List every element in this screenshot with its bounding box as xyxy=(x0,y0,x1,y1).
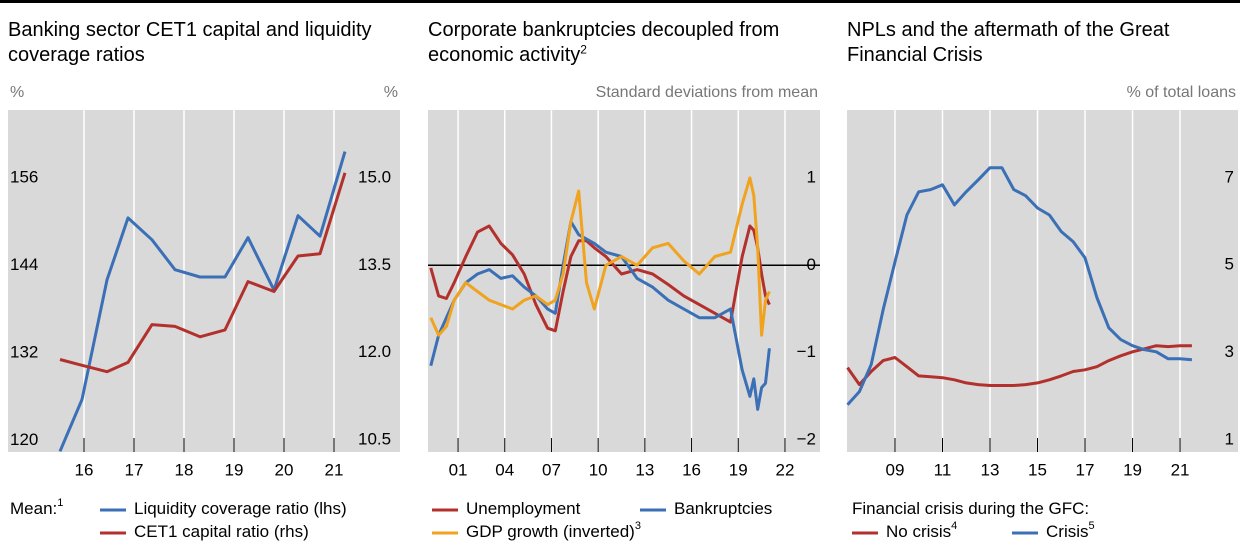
legend-label: Liquidity coverage ratio (lhs) xyxy=(134,499,347,518)
legend-title: Financial crisis during the GFC: xyxy=(852,499,1089,518)
legend-name: CET1 capital ratio (rhs) xyxy=(134,522,309,541)
legend-title: Mean:1 xyxy=(10,497,63,519)
legend-name: GDP growth (inverted) xyxy=(466,522,635,541)
x-tick-label: 19 xyxy=(225,460,244,479)
axis-unit: % of total loans xyxy=(1127,84,1236,101)
legend-label: Crisis5 xyxy=(1046,520,1095,542)
y-tick-label: −2 xyxy=(797,430,816,449)
x-tick-label: 18 xyxy=(175,460,194,479)
title-text: NPLs and the aftermath of the Great Fina… xyxy=(847,19,1170,66)
y2-tick-label: 13.5 xyxy=(358,255,391,274)
panel-title: Corporate bankruptcies decoupled from ec… xyxy=(428,18,818,68)
x-tick-label: 17 xyxy=(125,460,144,479)
panel-title: Banking sector CET1 capital and liquidit… xyxy=(8,18,398,68)
x-tick-label: 11 xyxy=(934,460,952,479)
series-line xyxy=(429,220,771,411)
footnote-marker: 3 xyxy=(635,520,641,532)
x-tick-label: 01 xyxy=(449,460,468,479)
x-tick-label: 22 xyxy=(776,460,795,479)
x-tick-label: 04 xyxy=(495,460,514,479)
footnote-marker: 2 xyxy=(580,42,587,57)
x-tick-label: 21 xyxy=(325,460,344,479)
title-text: Banking sector CET1 capital and liquidit… xyxy=(8,19,372,66)
series-line xyxy=(846,166,1193,406)
axis-unit: % xyxy=(10,84,24,101)
x-tick-label: 20 xyxy=(275,460,294,479)
x-tick-label: 13 xyxy=(635,460,654,479)
plot-area xyxy=(428,110,820,452)
legend-name: Bankruptcies xyxy=(674,499,772,518)
legend-title-text: Mean: xyxy=(10,499,57,518)
x-tick-label: 10 xyxy=(589,460,608,479)
y2-tick-label: 10.5 xyxy=(358,429,391,448)
y-tick-label: 7 xyxy=(1225,167,1234,186)
legend-label: GDP growth (inverted)3 xyxy=(466,520,641,542)
series-line xyxy=(846,344,1192,387)
x-tick-label: 09 xyxy=(886,460,905,479)
y-tick-label: 120 xyxy=(10,430,38,449)
series-line xyxy=(59,172,347,374)
footnote-marker: 1 xyxy=(57,497,63,509)
series-line xyxy=(58,151,347,452)
y-tick-label: 0 xyxy=(807,255,816,274)
legend-name: Unemployment xyxy=(466,499,581,518)
x-tick-label: 21 xyxy=(1171,460,1190,479)
x-tick-label: 16 xyxy=(75,460,94,479)
legend-title-text: Financial crisis during the GFC: xyxy=(852,499,1089,518)
footnote-marker: 4 xyxy=(951,520,957,532)
y2-tick-label: 12.0 xyxy=(358,342,391,361)
series-line xyxy=(429,176,771,337)
y-tick-label: 144 xyxy=(10,255,38,274)
y-tick-label: 1 xyxy=(1225,430,1234,449)
axis-unit: Standard deviations from mean xyxy=(596,84,818,101)
y-tick-label: 3 xyxy=(1225,342,1234,361)
legend-label: Bankruptcies xyxy=(674,499,772,518)
legend-name: No crisis xyxy=(886,522,951,541)
y-tick-label: 156 xyxy=(10,167,38,186)
x-tick-label: 17 xyxy=(1076,460,1095,479)
y-tick-label: 5 xyxy=(1225,255,1234,274)
legend-label: CET1 capital ratio (rhs) xyxy=(134,522,309,541)
panel-title: NPLs and the aftermath of the Great Fina… xyxy=(847,18,1237,68)
x-tick-label: 19 xyxy=(1123,460,1142,479)
x-tick-label: 13 xyxy=(981,460,1000,479)
legend-label: No crisis4 xyxy=(886,520,957,542)
series-line xyxy=(429,224,771,333)
footnote-marker: 5 xyxy=(1089,520,1095,532)
x-tick-label: 15 xyxy=(1028,460,1047,479)
plot-area xyxy=(847,110,1238,452)
x-tick-label: 16 xyxy=(682,460,701,479)
title-text: Corporate bankruptcies decoupled from ec… xyxy=(428,19,780,66)
x-tick-label: 07 xyxy=(542,460,561,479)
y-tick-label: 132 xyxy=(10,342,38,361)
legend-name: Liquidity coverage ratio (lhs) xyxy=(134,499,347,518)
legend-label: Unemployment xyxy=(466,499,581,518)
x-tick-label: 19 xyxy=(729,460,748,479)
y-tick-label: 1 xyxy=(807,167,816,186)
legend-name: Crisis xyxy=(1046,522,1089,541)
y2-tick-label: 15.0 xyxy=(358,168,391,187)
axis-unit: % xyxy=(384,84,398,101)
y-tick-label: −1 xyxy=(797,342,816,361)
